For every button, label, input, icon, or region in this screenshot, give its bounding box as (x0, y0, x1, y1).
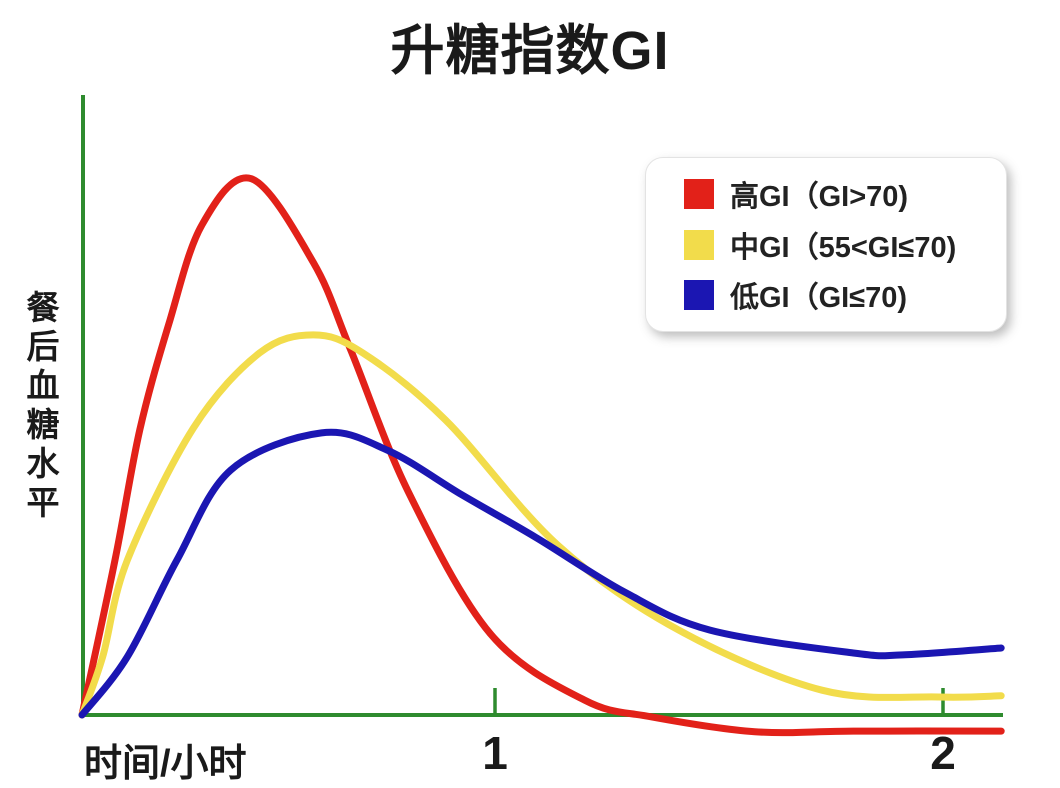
legend-label: 中GI（55<GI≤70) (730, 231, 957, 264)
legend-item-high-gi: 高GI（GI>70) (684, 173, 1006, 215)
y-axis-label: 餐后血糖水平 (22, 290, 59, 524)
low-gi-swatch-icon (684, 280, 714, 311)
curve-低GI（GI≤70) (78, 428, 1005, 719)
curve-高GI（GI>70) (78, 174, 1005, 737)
x-tick-label-1: 1 (482, 727, 508, 779)
curve-中GI（55<GI≤70) (78, 331, 1005, 719)
legend-label: 高GI（GI>70) (730, 180, 909, 213)
legend-item-low-gi: 低GI（GI≤70) (684, 274, 1006, 316)
legend-label: 低GI（GI≤70) (730, 282, 908, 315)
mid-gi-swatch-icon (684, 229, 714, 260)
x-axis-label: 时间/小时 (84, 743, 247, 785)
x-tick-label-2: 2 (930, 727, 956, 779)
page-title: 升糖指数GI (390, 21, 670, 81)
legend: 高GI（GI>70) 中GI（55<GI≤70) 低GI（GI≤70) (645, 157, 1007, 332)
axes (80, 95, 1003, 717)
high-gi-swatch-icon (684, 178, 714, 209)
legend-item-mid-gi: 中GI（55<GI≤70) (684, 224, 1006, 266)
gi-curves (78, 174, 1005, 737)
